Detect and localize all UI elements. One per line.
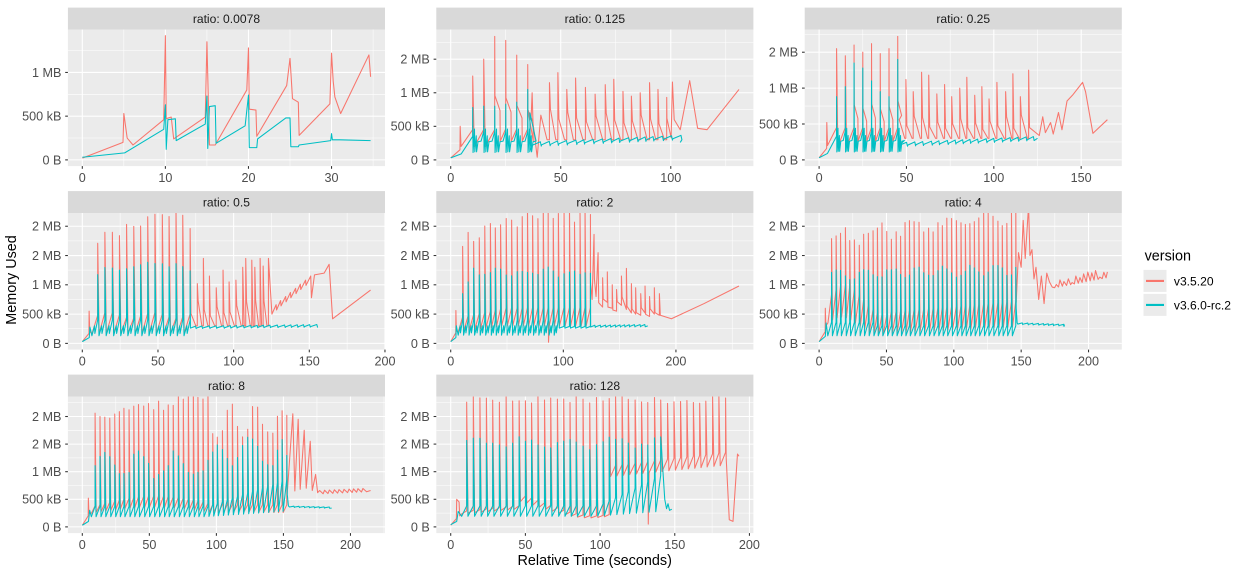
svg-text:ratio: 0.25: ratio: 0.25: [936, 12, 990, 26]
svg-text:500 kB: 500 kB: [391, 308, 430, 322]
svg-text:2 MB: 2 MB: [32, 438, 61, 452]
svg-text:500 kB: 500 kB: [391, 120, 430, 134]
svg-text:150: 150: [1071, 171, 1092, 185]
svg-text:10: 10: [158, 171, 172, 185]
svg-text:200: 200: [665, 355, 686, 369]
svg-text:0: 0: [816, 171, 823, 185]
svg-text:0 B: 0 B: [42, 153, 61, 167]
svg-text:0 B: 0 B: [779, 337, 798, 351]
svg-text:2 MB: 2 MB: [32, 220, 61, 234]
svg-text:500 kB: 500 kB: [391, 493, 430, 507]
svg-text:0: 0: [79, 538, 86, 552]
svg-text:1 MB: 1 MB: [32, 278, 61, 292]
svg-text:50: 50: [151, 355, 165, 369]
svg-text:0: 0: [447, 171, 454, 185]
svg-text:500 kB: 500 kB: [22, 308, 61, 322]
svg-text:ratio: 0.5: ratio: 0.5: [203, 195, 250, 209]
svg-text:0: 0: [816, 355, 823, 369]
svg-text:ratio: 128: ratio: 128: [570, 379, 621, 393]
svg-text:0 B: 0 B: [411, 520, 430, 534]
svg-text:2 MB: 2 MB: [32, 249, 61, 263]
svg-text:100: 100: [553, 355, 574, 369]
svg-text:ratio: 4: ratio: 4: [945, 195, 982, 209]
svg-text:v3.6.0-rc.2: v3.6.0-rc.2: [1174, 298, 1231, 312]
svg-text:2 MB: 2 MB: [32, 410, 61, 424]
svg-text:1 MB: 1 MB: [32, 465, 61, 479]
svg-text:500 kB: 500 kB: [22, 110, 61, 124]
svg-text:2 MB: 2 MB: [400, 410, 429, 424]
svg-text:200: 200: [1078, 355, 1099, 369]
svg-text:0 B: 0 B: [411, 337, 430, 351]
svg-text:200: 200: [739, 538, 760, 552]
svg-text:1 MB: 1 MB: [769, 278, 798, 292]
svg-text:Relative Time (seconds): Relative Time (seconds): [518, 553, 672, 569]
svg-text:500 kB: 500 kB: [759, 117, 798, 131]
svg-text:2 MB: 2 MB: [769, 46, 798, 60]
svg-text:30: 30: [325, 171, 339, 185]
svg-text:ratio: 0.125: ratio: 0.125: [565, 12, 626, 26]
svg-text:100: 100: [206, 538, 227, 552]
svg-text:2 MB: 2 MB: [400, 438, 429, 452]
svg-text:0: 0: [79, 171, 86, 185]
svg-text:200: 200: [340, 538, 361, 552]
svg-text:0: 0: [447, 538, 454, 552]
svg-text:50: 50: [554, 171, 568, 185]
svg-text:150: 150: [299, 355, 320, 369]
svg-text:version: version: [1145, 248, 1191, 264]
svg-text:2 MB: 2 MB: [769, 249, 798, 263]
svg-text:2 MB: 2 MB: [400, 220, 429, 234]
svg-text:50: 50: [899, 171, 913, 185]
svg-text:150: 150: [1011, 355, 1032, 369]
svg-text:20: 20: [241, 171, 255, 185]
svg-text:150: 150: [664, 538, 685, 552]
svg-text:1 MB: 1 MB: [32, 66, 61, 80]
svg-text:100: 100: [223, 355, 244, 369]
svg-text:500 kB: 500 kB: [22, 493, 61, 507]
svg-text:1 MB: 1 MB: [769, 82, 798, 96]
svg-text:500 kB: 500 kB: [759, 308, 798, 322]
svg-text:1 MB: 1 MB: [400, 86, 429, 100]
svg-text:0 B: 0 B: [411, 153, 430, 167]
svg-text:150: 150: [273, 538, 294, 552]
svg-text:1 MB: 1 MB: [400, 278, 429, 292]
svg-text:100: 100: [983, 171, 1004, 185]
svg-text:2 MB: 2 MB: [400, 53, 429, 67]
svg-text:0: 0: [447, 355, 454, 369]
svg-text:100: 100: [590, 538, 611, 552]
svg-text:2 MB: 2 MB: [400, 249, 429, 263]
svg-text:1 MB: 1 MB: [400, 465, 429, 479]
svg-text:ratio: 8: ratio: 8: [208, 379, 245, 393]
svg-text:50: 50: [142, 538, 156, 552]
svg-text:50: 50: [879, 355, 893, 369]
svg-text:0 B: 0 B: [42, 520, 61, 534]
svg-text:ratio: 0.0078: ratio: 0.0078: [193, 12, 261, 26]
svg-text:v3.5.20: v3.5.20: [1174, 274, 1214, 288]
svg-text:0 B: 0 B: [42, 337, 61, 351]
svg-text:Memory Used: Memory Used: [4, 235, 20, 325]
svg-text:0 B: 0 B: [779, 153, 798, 167]
svg-text:ratio: 2: ratio: 2: [576, 195, 613, 209]
svg-text:0: 0: [79, 355, 86, 369]
svg-text:2 MB: 2 MB: [769, 220, 798, 234]
svg-text:100: 100: [660, 171, 681, 185]
svg-text:50: 50: [518, 538, 532, 552]
svg-text:100: 100: [943, 355, 964, 369]
svg-text:200: 200: [374, 355, 395, 369]
